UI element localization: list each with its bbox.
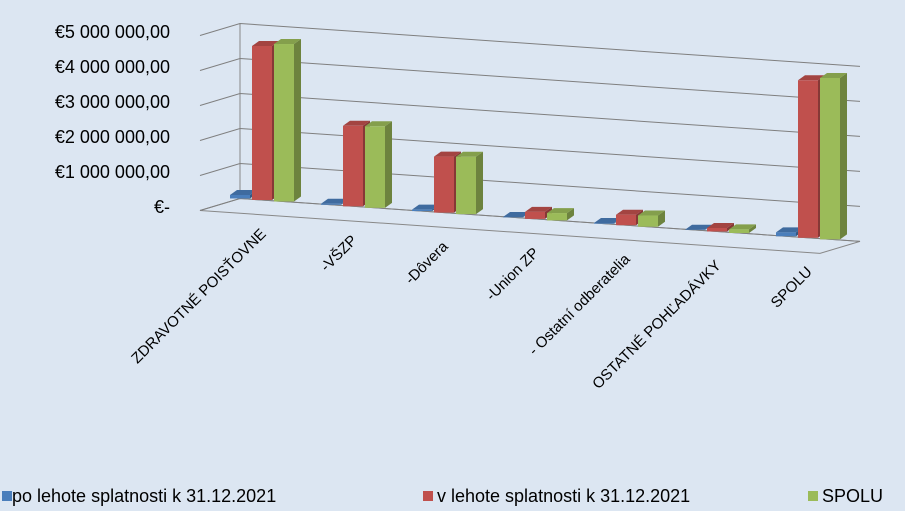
legend-label: SPOLU (822, 486, 883, 506)
bar-top (274, 39, 301, 45)
y-tick-label: €1 000 000,00 (55, 162, 170, 182)
bar-side (294, 39, 301, 202)
legend-swatch (423, 491, 433, 501)
bar-top (503, 212, 530, 218)
bar (820, 77, 840, 240)
bar-top (547, 208, 574, 214)
bar-top (729, 224, 756, 230)
grid-line (199, 22, 861, 67)
bar (274, 44, 294, 202)
legend-label: po lehote splatnosti k 31.12.2021 (12, 486, 276, 506)
bar-side (749, 224, 756, 234)
bar (616, 214, 636, 226)
bar (729, 229, 749, 234)
y-tick-label: €- (154, 197, 170, 217)
bar-top (343, 120, 370, 126)
bar-side (476, 151, 483, 215)
bar (230, 194, 250, 199)
bar-top (820, 72, 847, 78)
bar-top (798, 75, 825, 81)
bar-top (525, 206, 552, 212)
bar-side (567, 208, 574, 221)
bar (434, 156, 454, 213)
bar (343, 125, 363, 207)
bar-top (707, 223, 734, 228)
bar-top (638, 210, 665, 216)
legend-label: v lehote splatnosti k 31.12.2021 (437, 486, 690, 506)
bar-side (658, 210, 665, 227)
bar (365, 126, 385, 208)
legend-swatch (2, 491, 12, 501)
grid-line (199, 162, 861, 207)
bar (252, 46, 272, 200)
bar-side (840, 72, 847, 240)
bar-top (456, 151, 483, 157)
bar-top (365, 121, 392, 127)
bar-top (685, 224, 712, 230)
bar (776, 232, 796, 237)
bar (412, 209, 432, 212)
bar (638, 215, 658, 227)
bar-top (616, 209, 643, 215)
bar-top (594, 217, 621, 223)
y-tick-label: €3 000 000,00 (55, 92, 170, 112)
grid-line (199, 127, 861, 172)
bar (321, 203, 341, 205)
y-tick-label: €2 000 000,00 (55, 127, 170, 147)
bar-side (385, 121, 392, 208)
bar-top (434, 151, 461, 157)
bar (525, 211, 545, 219)
bar (798, 80, 818, 238)
bar-top (776, 227, 803, 233)
bar-side (727, 223, 734, 232)
bar (547, 213, 567, 221)
y-tick-label: €4 000 000,00 (55, 57, 170, 77)
grid-line (199, 92, 861, 137)
bar-top (230, 189, 257, 195)
grid-line (199, 57, 861, 102)
bar-top (252, 41, 279, 46)
bar-top (412, 204, 439, 210)
bar (707, 228, 727, 232)
bar (456, 156, 476, 215)
y-tick-label: €5 000 000,00 (55, 22, 170, 42)
bar-top (321, 198, 348, 204)
bar (594, 222, 614, 224)
legend-swatch (808, 491, 818, 501)
